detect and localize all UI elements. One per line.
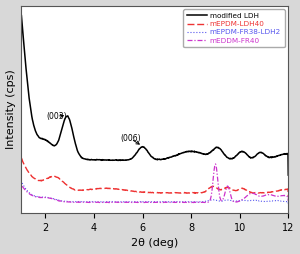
Text: (006): (006) — [121, 134, 141, 144]
X-axis label: 2θ (deg): 2θ (deg) — [131, 239, 178, 248]
mEPDM-LDH40 — [142, 191, 146, 194]
mEDDM-FR40 — [142, 201, 146, 204]
mEDDM-FR40 — [33, 195, 37, 198]
modified LDH — [142, 146, 146, 149]
modified LDH — [20, 13, 23, 17]
mEPDM-LDH40 — [279, 188, 282, 192]
mEPDM-FR38-LDH2 — [20, 180, 23, 183]
mEDDM-FR40 — [149, 201, 153, 204]
modified LDH — [279, 153, 282, 156]
Text: (003): (003) — [46, 112, 67, 120]
mEDDM-FR40 — [279, 195, 282, 198]
mEPDM-FR38-LDH2 — [33, 194, 37, 197]
mEPDM-FR38-LDH2 — [230, 199, 233, 202]
mEPDM-FR38-LDH2 — [279, 199, 282, 202]
mEDDM-FR40 — [279, 194, 283, 197]
mEPDM-LDH40 — [20, 156, 23, 160]
mEPDM-FR38-LDH2 — [142, 200, 146, 203]
Line: mEPDM-FR38-LDH2: mEPDM-FR38-LDH2 — [21, 182, 288, 204]
mEDDM-FR40 — [230, 197, 233, 200]
Line: modified LDH: modified LDH — [21, 15, 288, 175]
mEPDM-LDH40 — [19, 176, 23, 179]
mEPDM-FR38-LDH2 — [19, 190, 23, 193]
Line: mEPDM-LDH40: mEPDM-LDH40 — [21, 158, 288, 196]
mEDDM-FR40 — [107, 201, 111, 204]
mEDDM-FR40 — [214, 163, 217, 166]
mEPDM-FR38-LDH2 — [279, 200, 282, 203]
mEPDM-FR38-LDH2 — [286, 202, 290, 205]
modified LDH — [286, 173, 290, 177]
modified LDH — [149, 155, 153, 158]
mEPDM-LDH40 — [33, 177, 37, 180]
mEPDM-LDH40 — [286, 195, 290, 198]
Y-axis label: Intensity (cps): Intensity (cps) — [6, 70, 16, 149]
mEDDM-FR40 — [19, 192, 23, 195]
Line: mEDDM-FR40: mEDDM-FR40 — [21, 164, 288, 203]
modified LDH — [19, 89, 23, 92]
mEPDM-LDH40 — [149, 191, 153, 194]
mEPDM-FR38-LDH2 — [149, 200, 153, 203]
modified LDH — [279, 153, 282, 156]
mEDDM-FR40 — [286, 199, 290, 202]
modified LDH — [230, 157, 233, 160]
mEPDM-LDH40 — [279, 188, 282, 192]
modified LDH — [33, 128, 37, 131]
Legend: modified LDH, mEPDM-LDH40, mEPDM-FR38-LDH2, mEDDM-FR40: modified LDH, mEPDM-LDH40, mEPDM-FR38-LD… — [183, 9, 285, 47]
mEPDM-LDH40 — [230, 187, 233, 190]
